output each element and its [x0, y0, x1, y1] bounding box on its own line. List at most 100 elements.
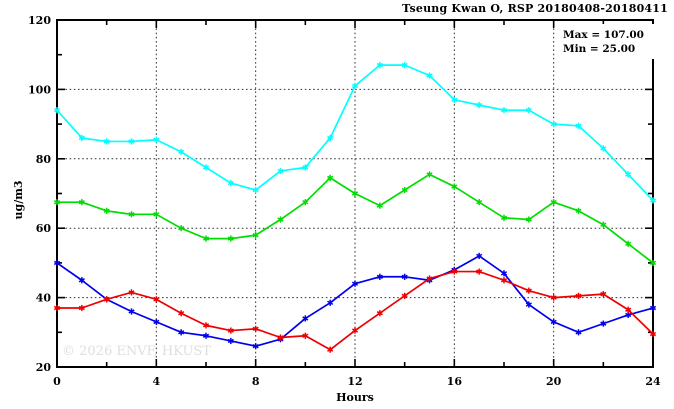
series-marker — [202, 235, 210, 242]
series-marker — [550, 121, 557, 128]
series-marker — [376, 310, 383, 317]
series-marker — [550, 199, 557, 206]
legend-background — [556, 24, 656, 59]
series-marker — [103, 296, 110, 303]
x-tick-label: 24 — [645, 375, 661, 388]
series-marker — [451, 96, 458, 103]
series-marker — [426, 275, 433, 282]
series-marker — [451, 268, 458, 275]
series-marker — [252, 186, 259, 194]
series-green — [53, 171, 657, 266]
watermark-text: © 2026 ENVF, HKUST — [62, 344, 211, 359]
series-marker — [625, 171, 632, 178]
series-marker — [128, 211, 135, 218]
y-tick-label: 40 — [36, 292, 52, 305]
series-marker — [128, 289, 135, 296]
series-marker — [426, 72, 433, 79]
series-marker — [202, 332, 210, 339]
series-marker — [525, 301, 532, 308]
series-marker — [227, 327, 234, 334]
series-marker — [625, 311, 632, 319]
series-marker — [550, 318, 557, 325]
y-tick-label: 80 — [36, 153, 52, 166]
series-marker — [153, 318, 160, 325]
series-marker — [252, 343, 259, 350]
series-marker — [103, 207, 110, 214]
series-marker — [128, 308, 135, 315]
series-marker — [302, 315, 309, 322]
x-tick-label: 20 — [546, 375, 562, 388]
series-marker — [600, 221, 607, 228]
x-tick-label: 16 — [447, 375, 463, 388]
y-tick-label: 100 — [28, 83, 51, 96]
series-marker — [351, 327, 359, 334]
series-marker — [351, 82, 359, 90]
series-marker — [351, 190, 359, 197]
series-marker — [153, 136, 160, 143]
series-marker — [525, 107, 532, 114]
series-marker — [500, 270, 508, 277]
series-marker — [351, 280, 359, 287]
series-marker — [600, 145, 607, 152]
series-marker — [78, 277, 85, 284]
plot-frame — [56, 19, 654, 368]
x-tick-label: 12 — [347, 375, 362, 388]
series-marker — [476, 199, 483, 206]
series-marker — [401, 62, 408, 69]
legend: Max = 107.00 Min = 25.00 — [556, 24, 656, 59]
y-tick-label: 20 — [36, 361, 52, 374]
y-tick-label: 120 — [28, 14, 51, 27]
series-marker — [103, 138, 110, 145]
series-red — [53, 268, 657, 353]
series-marker — [327, 346, 334, 353]
series-marker — [252, 325, 259, 332]
series-blue — [53, 252, 657, 350]
series-marker — [252, 232, 259, 239]
series-marker — [625, 306, 632, 313]
series-marker — [550, 294, 557, 301]
series-marker — [625, 240, 632, 247]
series-marker — [227, 337, 234, 345]
series-marker — [227, 179, 234, 187]
series-marker — [178, 310, 185, 317]
series-marker — [178, 225, 185, 232]
series-marker — [575, 207, 582, 214]
series-marker — [525, 287, 532, 294]
series-marker — [476, 101, 483, 109]
legend-max-label: Max = 107.00 — [563, 29, 644, 41]
series-marker — [302, 199, 309, 206]
series-marker — [649, 197, 657, 204]
y-tick-label: 60 — [36, 222, 52, 235]
series-marker — [78, 134, 85, 142]
series-marker — [476, 268, 483, 275]
series-marker — [500, 277, 508, 284]
series-marker — [202, 322, 210, 329]
series-marker — [451, 183, 458, 190]
series-marker — [78, 199, 85, 206]
series-marker — [277, 216, 284, 223]
series-marker — [401, 186, 408, 194]
series-marker — [277, 334, 284, 341]
series-marker — [302, 332, 309, 339]
series-marker — [302, 164, 309, 171]
series-marker — [525, 216, 532, 223]
series-marker — [500, 214, 508, 221]
x-axis-label: Hours — [336, 391, 374, 404]
x-axis-tick-labels: 0 4 8 12 16 20 24 — [53, 375, 661, 388]
series-marker — [376, 62, 383, 69]
series-cyan — [53, 62, 657, 204]
series-marker — [600, 291, 607, 298]
series-marker — [500, 107, 508, 114]
series-marker — [227, 235, 234, 242]
data-series-layer — [53, 62, 657, 353]
series-marker — [575, 329, 582, 336]
series-marker — [53, 199, 61, 206]
series-marker — [327, 174, 334, 181]
series-marker — [178, 329, 185, 336]
series-marker — [649, 259, 657, 266]
series-marker — [401, 273, 408, 280]
series-marker — [575, 292, 582, 299]
series-marker — [277, 167, 284, 175]
